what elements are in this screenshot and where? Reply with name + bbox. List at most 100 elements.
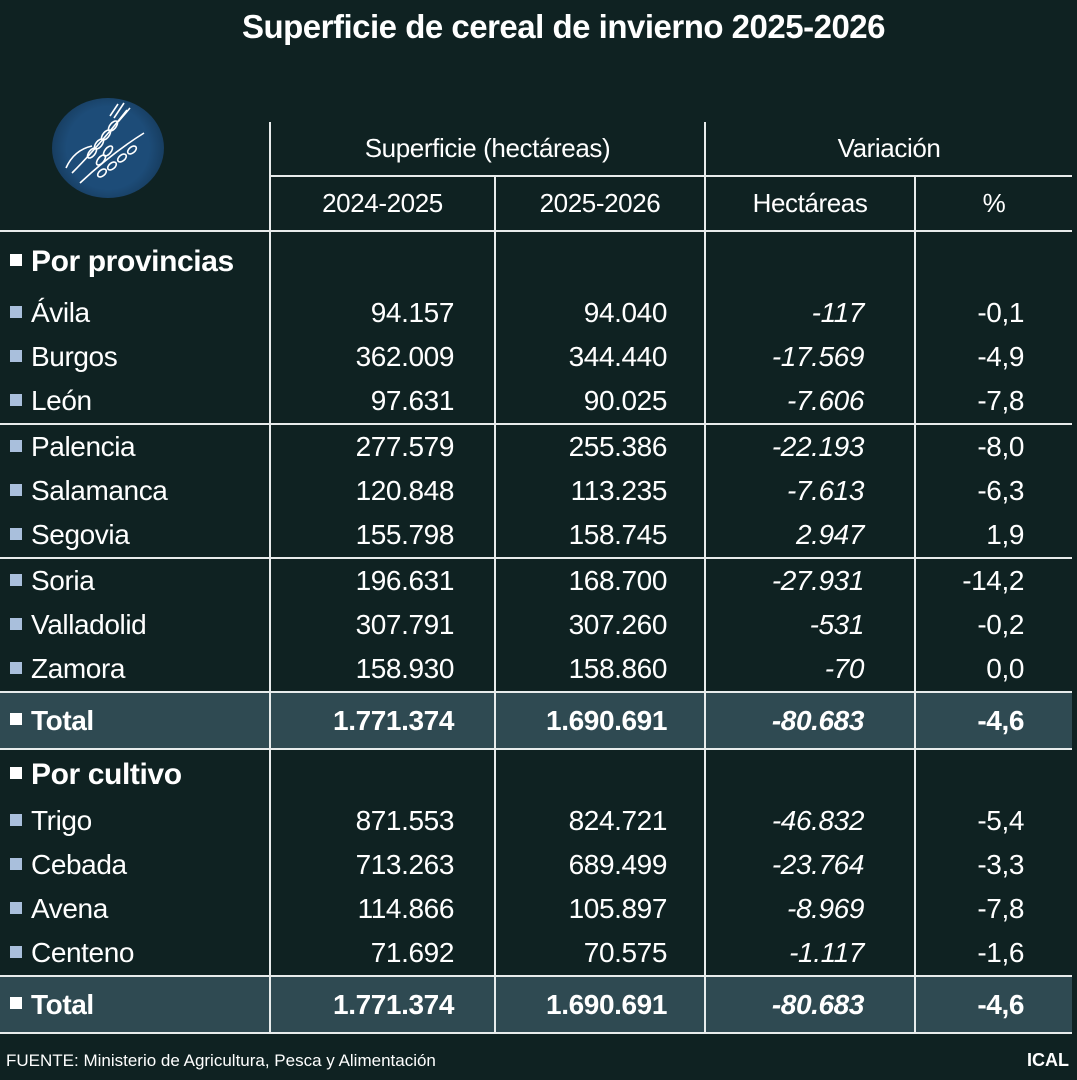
row-label: Avena bbox=[31, 893, 108, 924]
cell-value: -4,6 bbox=[914, 975, 1073, 1034]
cell-value: -80.683 bbox=[704, 691, 916, 749]
cell-value: -7.613 bbox=[704, 469, 916, 513]
cell-value: -17.569 bbox=[704, 335, 916, 379]
cell-value: 90.025 bbox=[493, 379, 706, 424]
row-label: Cebada bbox=[31, 849, 127, 880]
cell-value: 307.260 bbox=[493, 603, 706, 647]
data-table: Superficie (hectáreas) Variación 2024-20… bbox=[0, 122, 1073, 1034]
empty-cell bbox=[493, 230, 706, 291]
cell-value: -5,4 bbox=[914, 799, 1073, 843]
cell-value: 255.386 bbox=[493, 423, 706, 469]
cell-value: 71.692 bbox=[269, 931, 495, 976]
table-row: Segovia 155.798 158.745 2.947 1,9 bbox=[0, 513, 1073, 558]
column-header: Hectáreas bbox=[704, 175, 916, 231]
column-header: % bbox=[914, 175, 1073, 231]
cell-value: -4,9 bbox=[914, 335, 1073, 379]
cell-value: 1.690.691 bbox=[493, 975, 706, 1034]
cell-value: -6,3 bbox=[914, 469, 1073, 513]
cell-value: -531 bbox=[704, 603, 916, 647]
cell-value: 113.235 bbox=[493, 469, 706, 513]
cell-value: -0,2 bbox=[914, 603, 1073, 647]
cell-value: 2.947 bbox=[704, 513, 916, 558]
cell-value: -46.832 bbox=[704, 799, 916, 843]
cell-value: -7,8 bbox=[914, 887, 1073, 931]
cell-value: 1.771.374 bbox=[269, 975, 495, 1034]
row-label: Soria bbox=[31, 565, 95, 596]
table-row: Trigo 871.553 824.721 -46.832 -5,4 bbox=[0, 799, 1073, 843]
row-label: Valladolid bbox=[31, 609, 147, 640]
source-note: FUENTE: Ministerio de Agricultura, Pesca… bbox=[6, 1051, 436, 1070]
row-label: Total bbox=[31, 988, 94, 1020]
bullet-square-icon bbox=[10, 573, 22, 586]
row-label: Por cultivo bbox=[31, 757, 182, 791]
column-header: 2025-2026 bbox=[493, 175, 706, 231]
cell-value: 307.791 bbox=[269, 603, 495, 647]
bullet-square-icon bbox=[10, 901, 22, 914]
cell-value: -0,1 bbox=[914, 291, 1073, 335]
cell-value: 1,9 bbox=[914, 513, 1073, 558]
bullet-square-icon bbox=[10, 253, 22, 266]
row-label: Trigo bbox=[31, 805, 92, 836]
cell-value: -1.117 bbox=[704, 931, 916, 976]
row-label: Por provincias bbox=[31, 244, 234, 278]
empty-cell bbox=[704, 748, 916, 799]
table-row: Centeno 71.692 70.575 -1.117 -1,6 bbox=[0, 931, 1073, 976]
cell-value: 155.798 bbox=[269, 513, 495, 558]
group-header-variacion: Variación bbox=[704, 122, 1073, 176]
empty-cell bbox=[914, 748, 1073, 799]
bullet-square-icon bbox=[10, 997, 22, 1010]
cell-value: 196.631 bbox=[269, 557, 495, 603]
cell-value: -7.606 bbox=[704, 379, 916, 424]
cell-value: 0,0 bbox=[914, 647, 1073, 692]
table-row: Palencia 277.579 255.386 -22.193 -8,0 bbox=[0, 423, 1073, 469]
table-row: León 97.631 90.025 -7.606 -7,8 bbox=[0, 379, 1073, 424]
table-row: Ávila 94.157 94.040 -117 -0,1 bbox=[0, 291, 1073, 335]
total-row: Total 1.771.374 1.690.691 -80.683 -4,6 bbox=[0, 691, 1073, 749]
cell-value: -1,6 bbox=[914, 931, 1073, 976]
cell-value: 158.930 bbox=[269, 647, 495, 692]
row-label: Ávila bbox=[31, 297, 90, 328]
brand-label: ICAL bbox=[1027, 1050, 1069, 1070]
row-label: Salamanca bbox=[31, 475, 168, 506]
bullet-square-icon bbox=[10, 661, 22, 674]
cell-value: 70.575 bbox=[493, 931, 706, 976]
cell-value: -14,2 bbox=[914, 557, 1073, 603]
bullet-square-icon bbox=[10, 713, 22, 726]
bullet-square-icon bbox=[10, 527, 22, 540]
cell-value: -117 bbox=[704, 291, 916, 335]
cell-value: 120.848 bbox=[269, 469, 495, 513]
cell-value: 105.897 bbox=[493, 887, 706, 931]
bullet-square-icon bbox=[10, 617, 22, 630]
cell-value: -8.969 bbox=[704, 887, 916, 931]
bullet-square-icon bbox=[10, 857, 22, 870]
row-label: Zamora bbox=[31, 653, 126, 684]
bullet-square-icon bbox=[10, 766, 22, 779]
cell-value: 277.579 bbox=[269, 423, 495, 469]
bullet-square-icon bbox=[10, 813, 22, 826]
total-row: Total 1.771.374 1.690.691 -80.683 -4,6 bbox=[0, 975, 1073, 1034]
section-heading: Por cultivo bbox=[0, 748, 1073, 799]
row-label: Total bbox=[31, 704, 94, 736]
bullet-square-icon bbox=[10, 305, 22, 318]
row-label: Segovia bbox=[31, 519, 130, 550]
table-row: Salamanca 120.848 113.235 -7.613 -6,3 bbox=[0, 469, 1073, 513]
table-row: Avena 114.866 105.897 -8.969 -7,8 bbox=[0, 887, 1073, 931]
cell-value: -22.193 bbox=[704, 423, 916, 469]
cell-value: -23.764 bbox=[704, 843, 916, 887]
row-label: Palencia bbox=[31, 431, 136, 462]
cell-value: 94.157 bbox=[269, 291, 495, 335]
cell-value: -4,6 bbox=[914, 691, 1073, 749]
bullet-square-icon bbox=[10, 483, 22, 496]
cell-value: 344.440 bbox=[493, 335, 706, 379]
wheat-icon bbox=[52, 98, 164, 198]
cell-value: 871.553 bbox=[269, 799, 495, 843]
cell-value: 114.866 bbox=[269, 887, 495, 931]
table-row: Burgos 362.009 344.440 -17.569 -4,9 bbox=[0, 335, 1073, 379]
cell-value: 689.499 bbox=[493, 843, 706, 887]
table-row: Valladolid 307.791 307.260 -531 -0,2 bbox=[0, 603, 1073, 647]
cell-value: 1.771.374 bbox=[269, 691, 495, 749]
cell-value: -8,0 bbox=[914, 423, 1073, 469]
bullet-square-icon bbox=[10, 393, 22, 406]
cell-value: 713.263 bbox=[269, 843, 495, 887]
cell-value: 1.690.691 bbox=[493, 691, 706, 749]
